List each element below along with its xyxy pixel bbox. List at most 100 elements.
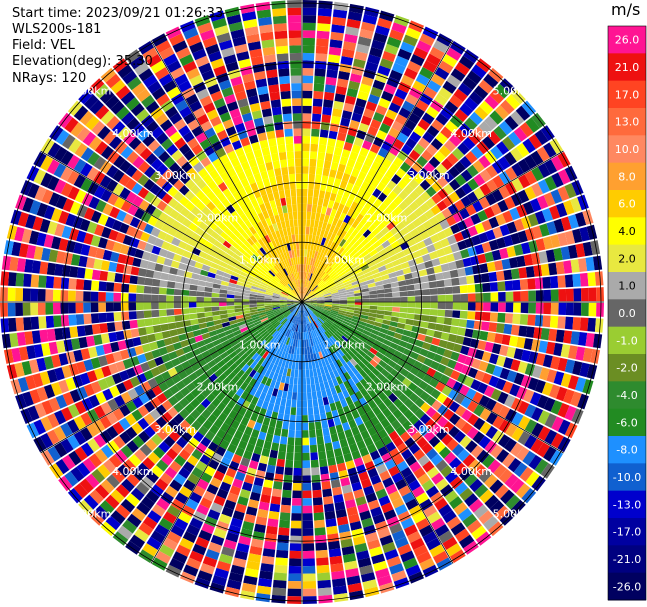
range-gate [332,322,340,329]
range-gate [326,355,333,364]
range-gate [321,313,329,319]
range-gate [302,128,311,137]
range-gate [382,378,392,388]
range-gate [308,234,313,243]
range-gate [388,325,397,332]
range-gate [438,87,453,100]
range-gate [353,286,361,291]
range-gate [388,393,398,403]
range-gate [342,278,351,284]
range-gate [306,307,313,314]
range-gate [575,211,587,227]
range-gate [329,224,336,233]
range-gate [459,384,470,396]
range-gate [364,6,380,18]
range-gate [395,167,407,179]
range-gate [462,76,478,91]
range-gate [390,355,400,364]
range-gate [510,324,520,336]
range-gate [396,132,409,144]
range-gate [351,318,360,324]
range-gate [353,137,364,147]
range-gate [396,221,406,231]
range-gate [357,90,369,101]
range-gate [541,208,554,222]
range-gate [367,426,378,437]
range-gate [545,341,556,355]
range-gate [560,373,572,388]
colorbar-tick-label: 10.0 [615,143,640,156]
range-gate [393,398,404,409]
range-gate [321,285,329,291]
range-gate [313,337,319,345]
range-gate [353,313,361,318]
range-gate [302,105,312,114]
range-gate [321,175,329,184]
range-gate [317,359,323,368]
range-gate [420,321,429,329]
range-gate [353,457,364,467]
range-gate [322,288,330,293]
range-gate [517,230,528,243]
range-gate [323,91,335,101]
range-gate [525,471,540,487]
range-gate [328,337,336,345]
range-gate [362,453,373,464]
range-gate [473,464,487,478]
range-gate [360,333,370,340]
range-gate [441,385,453,397]
range-gate [424,335,434,344]
range-gate [351,335,359,342]
range-gate [337,288,346,293]
range-gate [473,404,485,417]
range-gate [347,246,356,254]
range-gate [373,377,382,386]
range-gate [408,414,420,426]
range-gate [339,180,348,190]
range-gate [325,388,332,397]
range-gate [538,340,548,354]
range-gate [414,256,424,265]
range-gate [308,306,315,311]
range-gate [387,249,396,258]
range-gate [504,196,516,210]
range-gate [314,75,325,85]
range-gate [316,159,324,168]
range-gate [343,363,351,372]
range-gate [347,217,356,226]
range-gate [455,335,465,345]
colorbar-tick-label: 13.0 [615,116,640,129]
range-gate [317,302,325,305]
range-gate [332,303,340,306]
range-gate [498,468,513,484]
range-gate [386,180,397,191]
range-gate [468,498,484,513]
range-gate [362,305,370,309]
range-gate [352,344,361,353]
range-gate [391,472,404,484]
range-gate [516,446,530,462]
range-gate [387,346,396,355]
range-gate [351,168,360,178]
range-gate [520,302,529,314]
range-gate [310,211,316,220]
range-gate [431,337,441,346]
range-gate [332,275,340,282]
range-gate [519,279,529,290]
range-gate [321,221,328,231]
range-gate [546,369,557,383]
range-gate [324,321,332,328]
range-gate [317,220,324,229]
range-gate [387,383,398,393]
range-gate [360,264,370,271]
range-gate [426,125,440,138]
range-gate [314,220,319,229]
range-gate [443,227,454,238]
range-gate [534,315,544,327]
range-gate [344,254,353,262]
range-gate [457,449,470,462]
range-gate [371,252,381,261]
range-gate [451,318,460,327]
range-gate [555,261,565,275]
range-gate [430,302,438,309]
